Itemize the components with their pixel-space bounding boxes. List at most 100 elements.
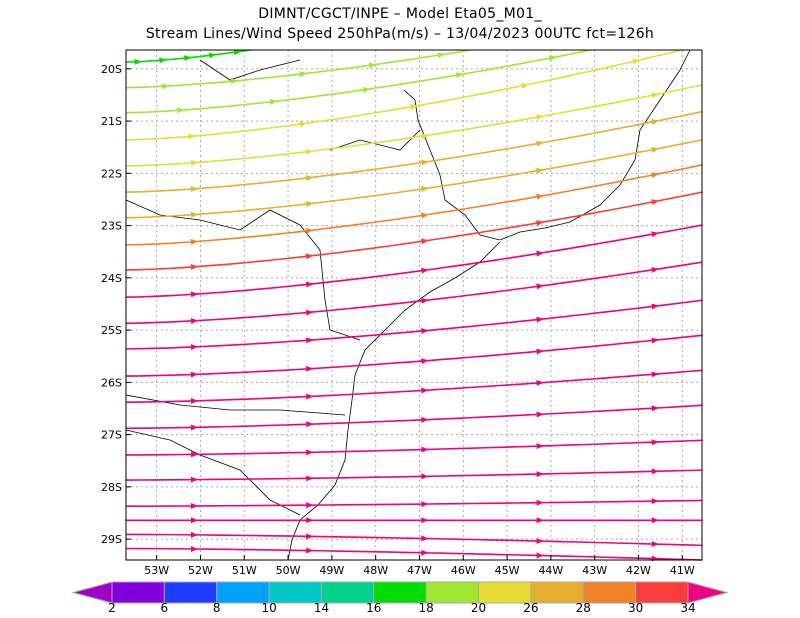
x-tick-label: 51W (232, 564, 257, 577)
colorbar-label: 10 (261, 601, 276, 615)
streamline-arrow (421, 186, 429, 193)
y-tick-label: 21S (101, 115, 122, 128)
streamline (125, 224, 703, 298)
streamline-arrow (190, 291, 198, 298)
streamline-arrow (305, 281, 314, 288)
x-tick-label: 46W (451, 564, 476, 577)
streamline-arrow (190, 264, 198, 271)
streamline-arrow (651, 540, 659, 547)
streamline-arrow (306, 421, 314, 428)
colorbar-label: 30 (628, 601, 643, 615)
streamline-arrow (651, 231, 659, 238)
streamlines (125, 49, 703, 562)
x-tick-label: 47W (407, 564, 432, 577)
streamline-arrow (306, 502, 314, 509)
colorbar-label: 8 (213, 601, 221, 615)
streamline-arrow (455, 72, 464, 79)
streamline-arrow (305, 253, 314, 260)
streamline-arrow (306, 393, 314, 400)
colorbar-segment (163, 581, 218, 604)
y-tick-label: 24S (101, 272, 122, 285)
colorbar-label: 26 (523, 601, 538, 615)
streamline-arrow (536, 411, 544, 418)
streamline-arrow (536, 283, 544, 290)
streamline-arrow (651, 199, 659, 206)
streamline (125, 299, 703, 350)
streamline-arrow (190, 476, 198, 483)
streamline-arrow (536, 316, 544, 323)
streamline-arrow (134, 58, 142, 65)
streamline-arrow (651, 337, 659, 344)
streamline-arrow (651, 405, 659, 412)
colorbar-label: 28 (576, 601, 591, 615)
title-line-2: Stream Lines/Wind Speed 250hPa(m/s) – 13… (145, 26, 655, 42)
streamline-arrow (306, 337, 314, 344)
streamline-arrow (421, 549, 429, 556)
streamline-arrow (306, 517, 314, 524)
streamline-arrow (421, 535, 429, 542)
streamline-arrow (190, 531, 198, 538)
x-tick-label: 44W (538, 564, 563, 577)
streamline-arrow (161, 83, 170, 90)
x-axis-ticks: 53W 52W 51W 50W 49W 48W 47W 46W 45W 44W 43W 42W 41W (144, 555, 695, 577)
streamline (125, 469, 703, 481)
coastline-path (403, 49, 691, 241)
streamline-arrow (306, 547, 314, 554)
streamline-arrow (184, 55, 192, 62)
grid (126, 50, 702, 560)
streamline-arrow (536, 538, 544, 544)
streamline-arrow (421, 416, 429, 423)
streamline-arrow (651, 303, 659, 310)
streamline-arrow (651, 371, 659, 378)
streamline-arrow (190, 545, 198, 552)
streamline-arrow (421, 212, 429, 219)
streamline-arrow (521, 82, 529, 89)
streamline (125, 369, 703, 403)
streamline-arrow (190, 371, 198, 378)
y-axis-ticks: 20S 21S 22S 23S 24S 25S 26S 27S 28S 29S (101, 63, 131, 546)
title-line-1: DIMNT/CGCT/INPE – Model Eta05_M01_ (258, 6, 542, 22)
y-tick-label: 27S (101, 429, 122, 442)
streamline (125, 499, 703, 507)
streamline-arrow (230, 78, 239, 85)
streamline-arrow (536, 348, 544, 355)
streamline-arrow (269, 98, 278, 105)
streamline-arrow (305, 309, 314, 316)
colorbar-segment (111, 581, 165, 604)
streamline-arrow (536, 114, 544, 121)
streamline-arrow (536, 517, 544, 524)
streamline-arrow (421, 446, 429, 453)
streamline-arrow (306, 365, 314, 372)
x-tick-label: 53W (144, 564, 169, 577)
coastline-path-south (287, 241, 501, 561)
colorbar-segment (530, 581, 584, 604)
colorbar-label: 6 (161, 601, 169, 615)
streamline (125, 49, 682, 141)
x-tick-label: 45W (495, 564, 520, 577)
streamline-arrow (421, 133, 429, 140)
streamline-arrow (651, 146, 659, 153)
streamline-arrow (651, 266, 659, 273)
streamline-arrow (190, 451, 198, 458)
streamline-arrow (651, 498, 659, 505)
streamline (125, 439, 703, 456)
streamline-arrow (536, 193, 544, 200)
streamline-arrow (305, 175, 314, 182)
streamline-arrow (548, 55, 557, 62)
y-tick-label: 28S (101, 481, 122, 494)
y-tick-label: 26S (101, 376, 122, 389)
colorbar-segment (268, 581, 322, 604)
y-tick-label: 22S (101, 167, 122, 180)
streamline-arrow (368, 62, 376, 69)
colorbar-label: 18 (419, 601, 434, 615)
streamline-arrow (536, 552, 544, 559)
colorbar-high-triangle (687, 581, 729, 604)
streamline-arrow (190, 397, 198, 404)
colorbar-segment (582, 581, 637, 604)
colorbar-segment (320, 581, 375, 604)
streamline (125, 164, 703, 246)
plot-frame (125, 49, 703, 561)
streamline-arrow (190, 159, 198, 166)
streamline-arrow (421, 387, 429, 394)
streamline (125, 547, 703, 561)
